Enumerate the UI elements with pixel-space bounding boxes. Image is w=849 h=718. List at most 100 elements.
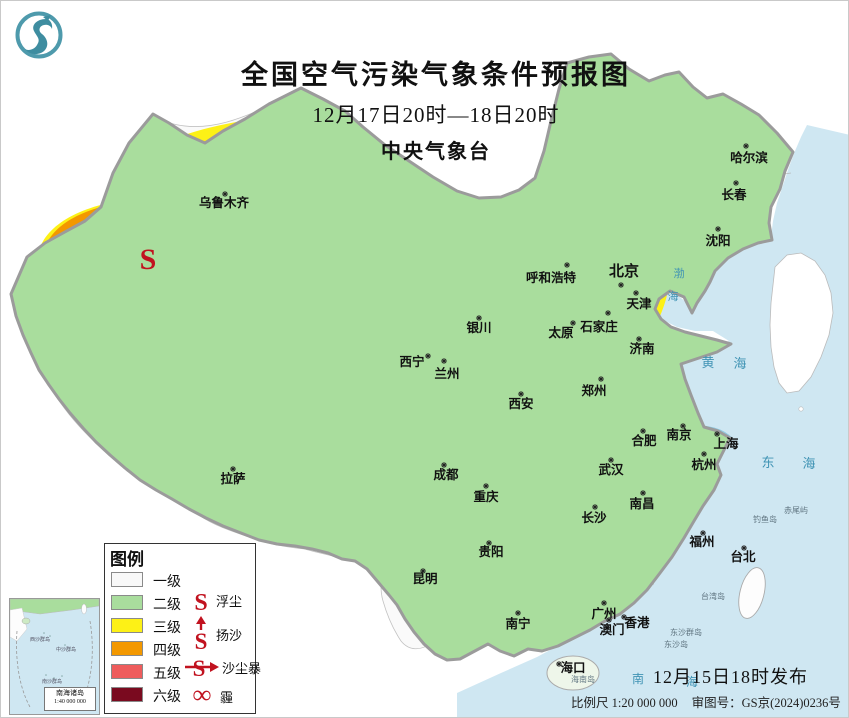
inset-label-box: 南海诸岛 1:40 000 000 bbox=[44, 687, 96, 711]
city-label: 南昌 bbox=[629, 496, 654, 511]
city-marker bbox=[556, 661, 562, 667]
city-label: 郑州 bbox=[581, 383, 606, 398]
haze-icon: ∞ bbox=[193, 684, 212, 708]
city-marker bbox=[564, 262, 570, 268]
city-label: 西宁 bbox=[399, 354, 424, 369]
level2-swatch bbox=[111, 595, 143, 610]
sea-label: 东 bbox=[761, 455, 774, 470]
city-label: 哈尔滨 bbox=[730, 150, 768, 165]
level4-label: 四级 bbox=[153, 644, 181, 659]
sea-labels-layer: 渤海黄 海东 海南海 bbox=[632, 267, 816, 689]
city-label: 太原 bbox=[548, 325, 574, 340]
city-marker bbox=[605, 310, 611, 316]
level1-label: 一级 bbox=[153, 575, 181, 590]
city-label: 北京 bbox=[609, 262, 639, 280]
inset-scale: 1:40 000 000 bbox=[54, 699, 86, 705]
level5-swatch bbox=[111, 664, 143, 679]
city-marker bbox=[701, 451, 707, 457]
city-label: 杭州 bbox=[691, 457, 716, 472]
city-label: 南京 bbox=[666, 427, 692, 442]
city-marker bbox=[598, 376, 604, 382]
city-label: 昆明 bbox=[412, 571, 437, 586]
city-label: 武汉 bbox=[598, 462, 624, 477]
city-marker bbox=[606, 617, 612, 623]
level1-swatch bbox=[111, 572, 143, 587]
city-label: 天津 bbox=[626, 296, 652, 311]
city-label: 海口 bbox=[560, 660, 585, 675]
sea-label: 海 bbox=[733, 356, 746, 371]
blowing-sand-label: 扬沙 bbox=[216, 627, 243, 643]
level2-label: 二级 bbox=[153, 598, 181, 613]
sandstorm-icon: S bbox=[185, 656, 219, 680]
level6-swatch bbox=[111, 687, 143, 702]
sea-label: 海 bbox=[668, 289, 679, 303]
city-marker bbox=[441, 358, 447, 364]
city-marker bbox=[741, 545, 747, 551]
city-label: 长春 bbox=[721, 187, 747, 202]
city-label: 兰州 bbox=[434, 366, 459, 381]
island-label: 东沙群岛 bbox=[670, 627, 702, 637]
scale-label: 比例尺 1:20 000 000 bbox=[571, 696, 678, 710]
floating-dust-icon: S bbox=[194, 590, 207, 614]
legend-symbol-dust: S 浮尘 bbox=[189, 586, 242, 614]
city-marker bbox=[441, 462, 447, 468]
inset-island-label: 中沙群岛 bbox=[56, 646, 76, 653]
city-marker bbox=[420, 568, 426, 574]
city-label: 石家庄 bbox=[579, 319, 618, 334]
city-marker bbox=[714, 431, 720, 437]
city-label: 成都 bbox=[433, 467, 459, 482]
level5-label: 五级 bbox=[153, 667, 181, 682]
city-label: 沈阳 bbox=[705, 233, 730, 248]
city-marker bbox=[476, 315, 482, 321]
city-label: 长沙 bbox=[581, 510, 607, 525]
island-label: 钓鱼岛 bbox=[753, 514, 777, 524]
city-marker bbox=[715, 226, 721, 232]
cma-logo bbox=[15, 11, 63, 59]
city-marker bbox=[636, 336, 642, 342]
level3-label: 三级 bbox=[153, 621, 181, 636]
svg-text:S: S bbox=[194, 590, 207, 614]
legend-symbol-haze: ∞ 霾 bbox=[187, 684, 233, 708]
floating-dust-label: 浮尘 bbox=[216, 593, 243, 609]
korea-island bbox=[798, 406, 804, 412]
island-label: 台湾岛 bbox=[701, 591, 725, 601]
city-marker bbox=[601, 600, 607, 606]
city-label: 乌鲁木齐 bbox=[199, 195, 250, 210]
island-label: 东沙岛 bbox=[664, 639, 688, 649]
city-marker bbox=[733, 180, 739, 186]
city-marker bbox=[486, 540, 492, 546]
city-label: 广州 bbox=[591, 606, 616, 621]
city-label: 上海 bbox=[713, 436, 739, 451]
review-number: 审图号：GS京(2024)0236号 bbox=[691, 696, 841, 710]
sea-label: 南 bbox=[632, 671, 644, 686]
legend: 图例 一级 二级 三级 四级 五级 六级 S 浮尘 S bbox=[104, 543, 261, 714]
map-scale-note: 比例尺 1:20 000 000 审图号：GS京(2024)0236号 bbox=[571, 692, 848, 711]
city-marker bbox=[640, 428, 646, 434]
inset-island-label: 南沙群岛 bbox=[42, 678, 62, 685]
city-label: 澳门 bbox=[599, 622, 624, 637]
sea-area bbox=[457, 125, 848, 717]
island-label: 赤尾屿 bbox=[784, 506, 808, 515]
svg-text:S: S bbox=[195, 629, 208, 652]
legend-symbol-blowing-sand: S 扬沙 bbox=[189, 616, 242, 652]
dragon-swirl-icon bbox=[25, 19, 53, 55]
sea-label: 渤 bbox=[674, 267, 685, 280]
city-marker bbox=[518, 391, 524, 397]
city-label: 银川 bbox=[466, 320, 491, 335]
city-label: 重庆 bbox=[473, 489, 499, 504]
city-label: 南宁 bbox=[505, 616, 530, 631]
city-label: 济南 bbox=[629, 341, 655, 356]
korea-landmass bbox=[769, 252, 834, 394]
city-marker bbox=[640, 490, 646, 496]
city-label: 香港 bbox=[623, 615, 650, 630]
island-label: 海南岛 bbox=[571, 674, 595, 684]
legend-title: 图例 bbox=[110, 550, 144, 569]
city-label: 贵阳 bbox=[478, 544, 503, 559]
city-label: 福州 bbox=[688, 534, 714, 549]
city-marker bbox=[222, 191, 228, 197]
level6-label: 六级 bbox=[153, 690, 181, 705]
legend-symbol-sandstorm: S 沙尘暴 bbox=[183, 654, 261, 680]
city-marker bbox=[483, 483, 489, 489]
